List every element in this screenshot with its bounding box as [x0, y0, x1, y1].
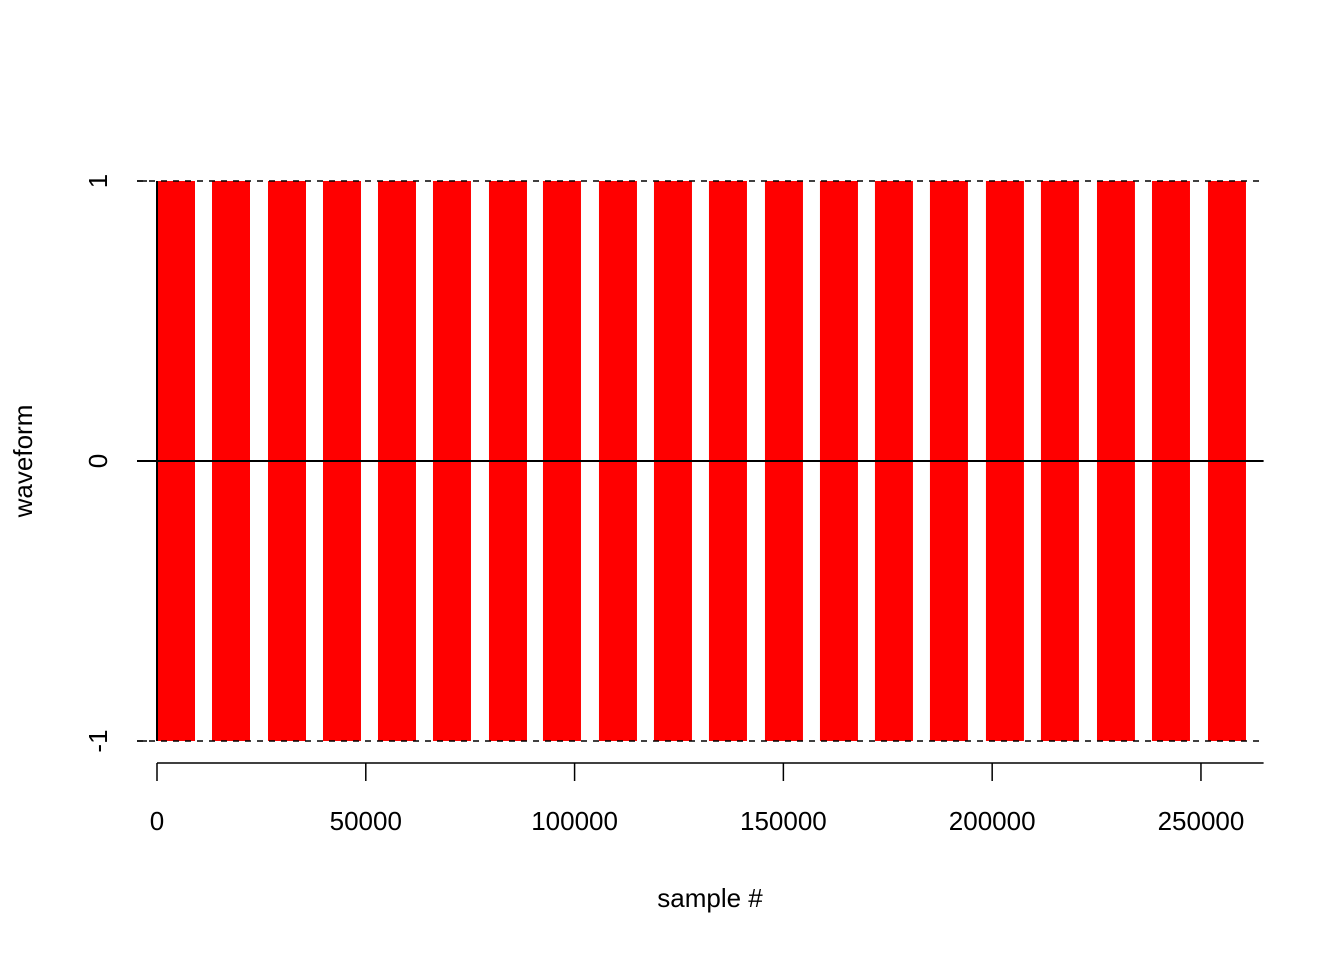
x-axis-label: sample #	[657, 883, 763, 913]
y-tick-label: 0	[83, 454, 113, 468]
y-axis-label: waveform	[8, 405, 38, 519]
y-tick-label: 1	[83, 174, 113, 188]
x-tick-label: 50000	[330, 806, 402, 836]
y-tick-label: -1	[83, 729, 113, 752]
x-tick-label: 200000	[949, 806, 1036, 836]
x-tick-label: 100000	[531, 806, 618, 836]
x-tick-label: 0	[150, 806, 164, 836]
x-tick-label: 250000	[1158, 806, 1245, 836]
x-tick-label: 150000	[740, 806, 827, 836]
